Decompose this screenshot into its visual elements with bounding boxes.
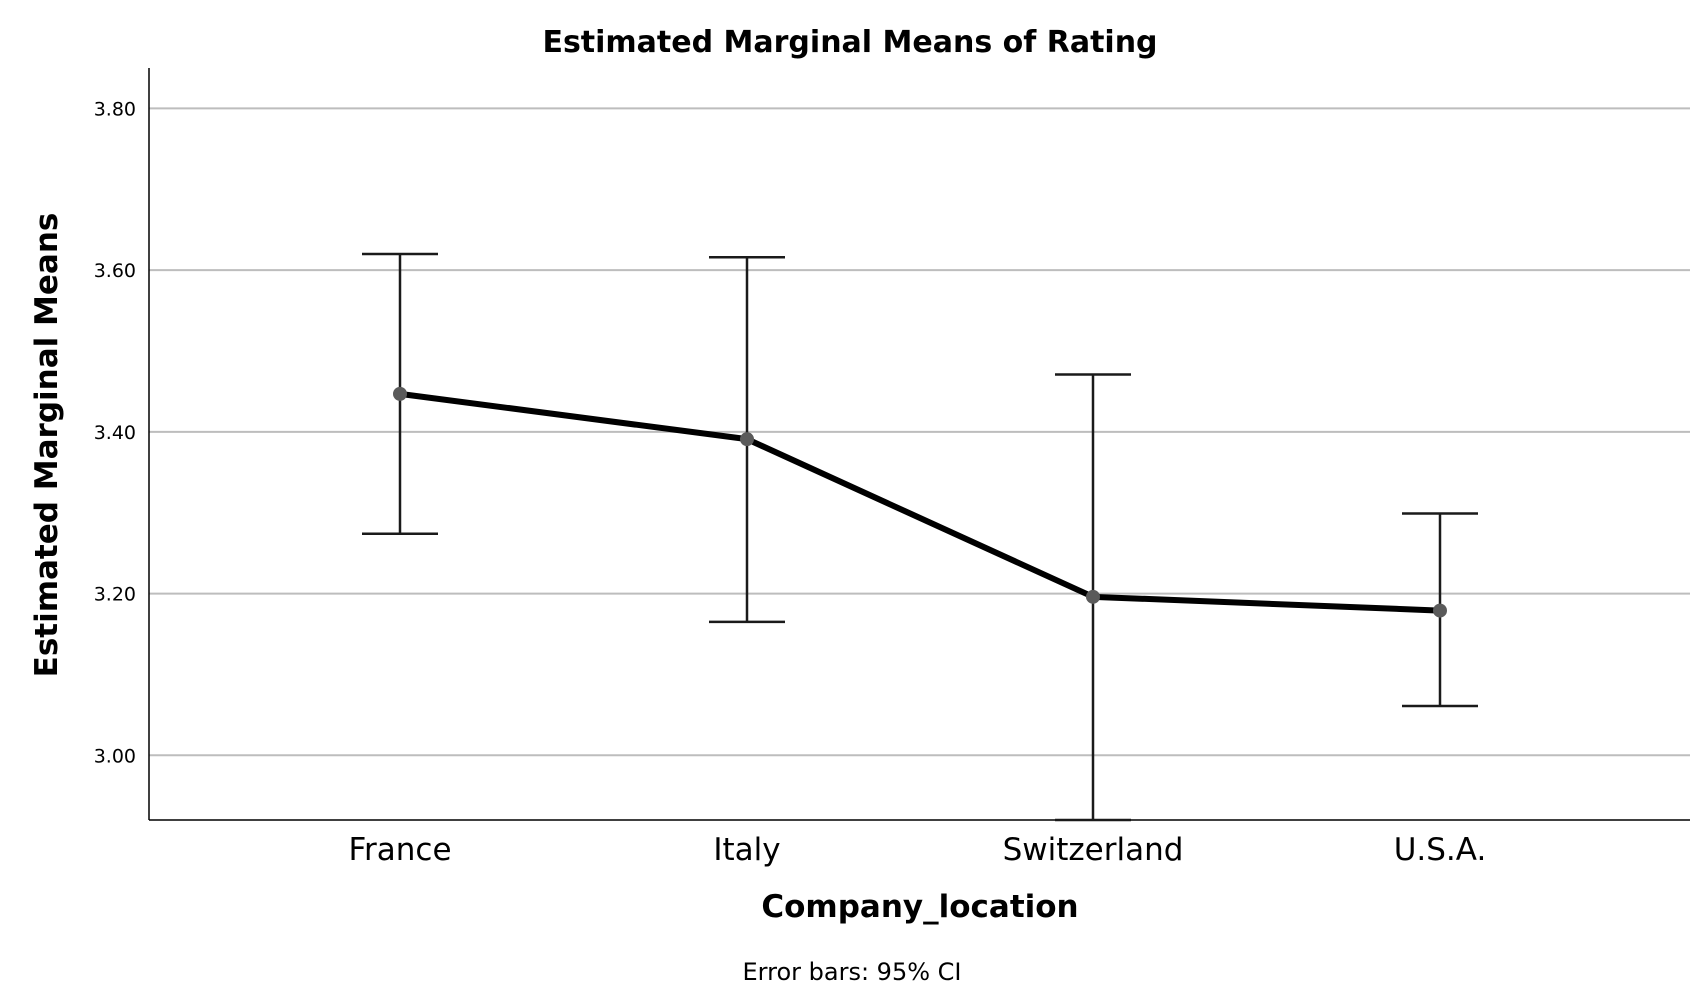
series-polyline	[397, 390, 1443, 614]
y-axis-label: Estimated Marginal Means	[29, 213, 65, 678]
error-bars-footnote: Error bars: 95% CI	[743, 958, 962, 984]
y-tick-label: 3.20	[94, 584, 136, 606]
y-tick-label: 3.40	[94, 422, 136, 444]
x-tick-label: Italy	[713, 832, 780, 868]
axes	[148, 68, 1690, 821]
y-tick-labels: 3.00 3.20 3.40 3.60 3.80	[94, 98, 136, 767]
x-tick-label: U.S.A.	[1394, 832, 1487, 868]
data-points	[393, 386, 1447, 618]
series-line	[397, 390, 1443, 614]
data-point	[1086, 589, 1100, 604]
x-tick-labels: France Italy Switzerland U.S.A.	[348, 832, 1486, 868]
gridlines	[149, 107, 1690, 757]
data-point	[1433, 603, 1447, 618]
error-bars	[362, 252, 1478, 822]
x-axis-label: Company_location	[761, 889, 1078, 925]
data-point	[393, 386, 407, 401]
y-tick-label: 3.60	[94, 260, 136, 282]
x-tick-label: France	[348, 832, 451, 868]
chart-title: Estimated Marginal Means of Rating	[542, 25, 1157, 60]
data-point	[740, 432, 754, 447]
x-tick-label: Switzerland	[1003, 832, 1184, 868]
y-tick-label: 3.80	[94, 98, 136, 120]
y-tick-label: 3.00	[94, 745, 136, 767]
